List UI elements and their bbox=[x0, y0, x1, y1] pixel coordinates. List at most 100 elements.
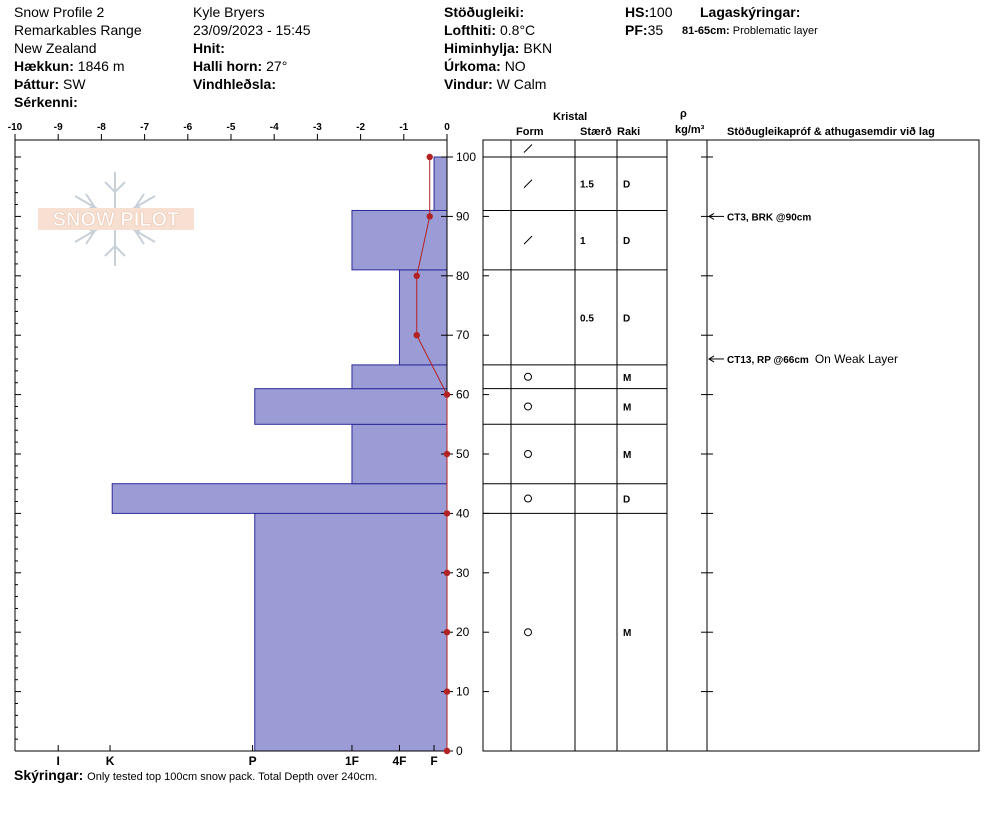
aspect: Þáttur: SW bbox=[14, 76, 86, 93]
problem-range: 81-65cm: bbox=[682, 25, 730, 37]
tests-header: Stöðugleikapróf & athugasemdir við lag bbox=[727, 126, 935, 138]
hardness-label: I bbox=[57, 754, 60, 768]
depth-tick-label: 60 bbox=[456, 388, 470, 402]
temp-tick-label: -7 bbox=[140, 122, 149, 133]
elevation-label: Hækkun: bbox=[14, 58, 74, 74]
slope-value: 27° bbox=[266, 58, 288, 74]
temp-tick-label: -5 bbox=[227, 122, 236, 133]
temperature-point bbox=[443, 629, 451, 636]
temp-tick-label: -10 bbox=[8, 122, 23, 133]
moisture-header: Raki bbox=[617, 126, 641, 138]
temp-tick-label: -3 bbox=[313, 122, 322, 133]
depth-tick-label: 20 bbox=[456, 625, 470, 639]
depth-tick-label: 40 bbox=[456, 506, 470, 520]
rho-header: ρ bbox=[680, 108, 687, 120]
temp-tick-label: 0 bbox=[444, 122, 450, 133]
hardness-bar bbox=[254, 388, 448, 425]
observer: Kyle Bryers bbox=[193, 4, 265, 20]
temperature-point bbox=[413, 332, 420, 339]
wind: Vindur: W Calm bbox=[444, 76, 546, 93]
test-arrow-head bbox=[708, 355, 715, 363]
layer-table: 1.5 D 1 D 0.5 D M M M D M CT3, BRK @90cm CT13, RP @6… bbox=[482, 139, 980, 752]
temperature-point bbox=[443, 569, 451, 576]
legend-label: Lagaskýringar: bbox=[700, 4, 801, 20]
depth-tick-label: 30 bbox=[456, 566, 470, 580]
grain-form-symbol bbox=[523, 235, 533, 245]
temp-tick-label: -2 bbox=[356, 122, 365, 133]
hardness-bar bbox=[254, 512, 448, 752]
air-temp-value: 0.8°C bbox=[499, 22, 536, 38]
temperature-point bbox=[413, 272, 420, 279]
elevation-value: 1846 m bbox=[77, 58, 125, 74]
air-temp-label: Lofthiti: bbox=[444, 22, 497, 38]
temp-tick-label: -6 bbox=[183, 122, 192, 133]
aspect-value: SW bbox=[63, 76, 86, 92]
air-temp: Lofthiti: 0.8°C bbox=[444, 22, 535, 39]
depth-tick-label: 90 bbox=[456, 209, 470, 223]
temperature-point bbox=[443, 391, 451, 398]
depth-tick-label: 50 bbox=[456, 447, 470, 461]
snowpilot-logo: SNOW PILOT bbox=[38, 172, 194, 266]
grain-form-symbol bbox=[524, 628, 532, 637]
grain-form-symbol bbox=[524, 402, 532, 411]
precip-value: NO bbox=[504, 58, 526, 74]
hardness-bar bbox=[398, 269, 448, 366]
sky-label: Himinhylja: bbox=[444, 40, 520, 56]
temperature-point bbox=[443, 450, 451, 458]
moisture: M bbox=[623, 373, 631, 384]
depth-tick-label: 10 bbox=[456, 685, 470, 699]
hardness-bar bbox=[351, 423, 448, 485]
test-code: CT13, RP @66cm On Weak Layer bbox=[727, 352, 898, 366]
crystal-header: Kristal bbox=[553, 111, 588, 123]
hs-label: HS: bbox=[625, 4, 650, 20]
hs: HS:100 bbox=[625, 4, 672, 21]
profile-title: Snow Profile 2 bbox=[14, 4, 105, 20]
moisture: M bbox=[623, 450, 631, 461]
table-frame bbox=[482, 139, 980, 752]
problem-legend: 81-65cm: Problematic layer bbox=[682, 25, 818, 38]
hardness-label: 1F bbox=[345, 754, 359, 768]
moisture: M bbox=[623, 402, 631, 413]
hs-value: 100 bbox=[649, 4, 673, 20]
aspect-label: Þáttur: bbox=[14, 76, 60, 92]
slope-label: Halli horn: bbox=[193, 58, 263, 74]
moisture: D bbox=[623, 495, 630, 506]
test-arrow-head bbox=[708, 212, 715, 220]
temperature-point bbox=[426, 153, 433, 161]
hardness-bar bbox=[433, 156, 448, 211]
footer: Skýringar: Only tested top 100cm snow pa… bbox=[14, 767, 377, 784]
temperature-profile bbox=[413, 153, 451, 755]
grain-form-symbol bbox=[523, 179, 533, 189]
temp-tick-label: -1 bbox=[399, 122, 408, 133]
grain-form-symbol bbox=[524, 372, 532, 381]
pf-value: 35 bbox=[647, 22, 664, 38]
grain-form-symbol bbox=[524, 450, 532, 458]
pf-label: PF: bbox=[625, 22, 648, 38]
hardness-bars bbox=[111, 156, 448, 752]
wind-label: Vindur: bbox=[444, 76, 493, 92]
sky: Himinhylja: BKN bbox=[444, 40, 552, 57]
footer-text: Only tested top 100cm snow pack. Total D… bbox=[87, 771, 378, 783]
features-label: Sérkenni: bbox=[14, 94, 78, 110]
hardness-label: F bbox=[430, 754, 437, 768]
temp-tick-label: -8 bbox=[97, 122, 106, 133]
depth-tick-label: 100 bbox=[456, 150, 476, 164]
moisture: D bbox=[623, 180, 630, 191]
depth-tick-label: 0 bbox=[456, 744, 463, 758]
form-header: Form bbox=[516, 126, 544, 138]
country: New Zealand bbox=[14, 40, 97, 56]
density-unit-header: kg/m³ bbox=[675, 124, 705, 136]
hardness-bar bbox=[111, 483, 448, 514]
footer-label: Skýringar: bbox=[14, 767, 84, 783]
stability-label: Stöðugleiki: bbox=[444, 4, 525, 20]
hardness-bar bbox=[351, 364, 448, 390]
temperature-point bbox=[443, 510, 451, 517]
grain-form-symbol bbox=[524, 494, 532, 503]
wind-loading-label: Vindhleðsla: bbox=[193, 76, 276, 92]
temperature-point bbox=[443, 688, 451, 695]
wind-value: W Calm bbox=[496, 76, 547, 92]
hardness-label: 4F bbox=[392, 754, 406, 768]
test-code: CT3, BRK @90cm bbox=[727, 212, 811, 223]
grain-form-symbol bbox=[523, 144, 533, 153]
moisture: D bbox=[623, 313, 630, 324]
